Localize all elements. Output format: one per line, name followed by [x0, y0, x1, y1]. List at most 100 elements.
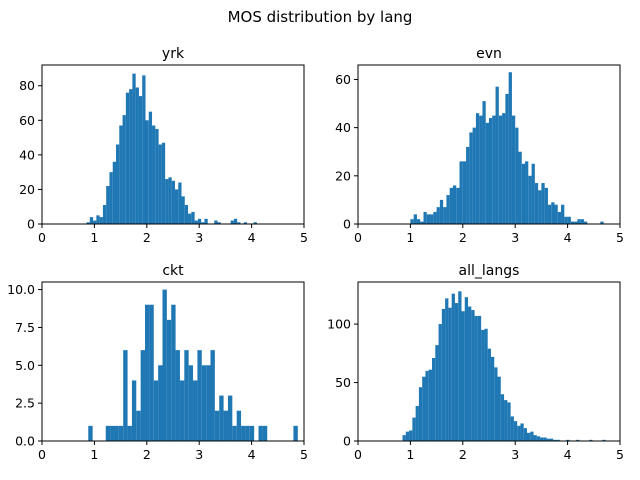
- histogram-bar: [518, 151, 522, 224]
- histogram-bar: [474, 315, 478, 441]
- histogram-bar: [131, 380, 137, 441]
- histogram-bar: [136, 410, 141, 441]
- histogram-bar: [420, 221, 424, 224]
- histogram-bar: [576, 439, 580, 441]
- histogram-bar: [446, 195, 450, 224]
- histogram-bar: [556, 439, 560, 441]
- histogram-bar: [566, 439, 570, 441]
- y-tick-label: 0.0: [15, 434, 35, 449]
- histogram-bar: [494, 367, 498, 441]
- subplot-evn: evn 0 1 2 3 4 5 0 20 40 60: [335, 46, 624, 245]
- histogram-bar: [567, 216, 571, 224]
- histogram-bar: [452, 185, 457, 224]
- histogram-bar: [546, 438, 550, 441]
- histogram-bar: [418, 387, 423, 441]
- histogram-bar: [89, 217, 94, 224]
- subplot-title: yrk: [162, 46, 185, 62]
- histogram-bar: [210, 350, 215, 441]
- histogram-bar: [515, 127, 519, 224]
- histogram-bar: [523, 428, 527, 441]
- histogram-bar: [129, 89, 133, 224]
- histogram-bar: [112, 161, 117, 224]
- histogram-bar: [448, 307, 452, 441]
- histogram-bar: [119, 125, 123, 224]
- histogram-bar: [236, 410, 242, 441]
- histogram-bar: [86, 222, 90, 224]
- histogram-bar: [554, 204, 558, 224]
- histogram-bar: [142, 75, 146, 225]
- histogram-bar: [477, 315, 482, 441]
- histogram-bar: [148, 111, 153, 224]
- histogram-bar: [520, 423, 524, 441]
- x-tick-label: 4: [248, 447, 256, 462]
- histogram-bar: [528, 175, 532, 224]
- y-tick-label: 5.0: [15, 358, 35, 373]
- histogram-bar: [454, 303, 459, 441]
- histogram-bar: [432, 357, 436, 441]
- histogram-bar: [439, 199, 444, 224]
- histogram-bar: [564, 216, 568, 224]
- subplot-title: ckt: [162, 263, 184, 279]
- histogram-bar: [505, 93, 509, 224]
- histogram-bar: [152, 125, 156, 224]
- axes-frame: [41, 64, 305, 225]
- x-tick-label: 0: [38, 447, 46, 462]
- x-tick-label: 5: [300, 447, 308, 462]
- histogram-bar: [471, 310, 475, 441]
- x-tick-label: 1: [406, 230, 414, 245]
- x-tick-label: 5: [300, 230, 308, 245]
- histogram-bar: [482, 101, 486, 224]
- histogram-bar: [438, 324, 442, 441]
- histogram-bar: [580, 219, 584, 224]
- histogram-bar: [245, 425, 250, 441]
- histogram-bar: [441, 308, 446, 441]
- histogram-bar: [533, 435, 537, 441]
- x-tick-label: 3: [195, 230, 203, 245]
- histogram-bar: [106, 185, 110, 224]
- histogram-bar: [93, 220, 97, 224]
- histogram-bar: [123, 350, 128, 441]
- histogram-bar: [536, 436, 541, 441]
- x-tick-label: 2: [459, 230, 467, 245]
- figure-suptitle: MOS distribution by lang: [228, 8, 413, 26]
- histogram-bar: [184, 204, 189, 224]
- y-tick-label: 10.0: [7, 282, 35, 297]
- histogram-bar: [443, 207, 447, 224]
- histogram-bar: [233, 218, 238, 224]
- histogram-bar: [232, 425, 237, 441]
- histogram-bar: [547, 204, 552, 224]
- y-tick-label: 40: [335, 120, 351, 135]
- histogram-bar: [217, 222, 221, 224]
- y-tick-label: 2.5: [15, 396, 35, 411]
- histogram-bar: [193, 380, 198, 441]
- histogram-bar: [179, 380, 185, 441]
- histogram-bar: [464, 297, 469, 441]
- histogram-bar: [135, 87, 139, 224]
- histogram-bar: [538, 190, 542, 224]
- axes-frame: [357, 64, 621, 225]
- histogram-bar: [508, 72, 512, 224]
- histogram-bar: [507, 402, 511, 441]
- subplot-title: all_langs: [459, 263, 520, 279]
- x-tick-label: 5: [616, 230, 624, 245]
- histogram-bar: [206, 365, 211, 441]
- histogram-bar: [521, 163, 526, 224]
- histogram-bar: [171, 304, 176, 441]
- histogram-bar: [105, 425, 111, 441]
- histogram-bar: [165, 179, 169, 224]
- histogram-bar: [237, 222, 241, 224]
- histogram-bar: [502, 113, 506, 224]
- histogram-bar: [600, 221, 604, 224]
- x-tick-label: 1: [406, 447, 414, 462]
- y-tick-label: 20: [335, 168, 351, 183]
- histogram-bar: [158, 144, 162, 224]
- histogram-bar: [219, 395, 224, 441]
- histogram-bar: [423, 211, 427, 224]
- histogram-bar: [492, 115, 496, 224]
- histogram-bar: [405, 431, 410, 441]
- histogram-bar: [230, 220, 234, 224]
- histogram-bar: [197, 218, 202, 224]
- histogram-bar: [541, 183, 545, 224]
- histogram-bar: [479, 115, 483, 224]
